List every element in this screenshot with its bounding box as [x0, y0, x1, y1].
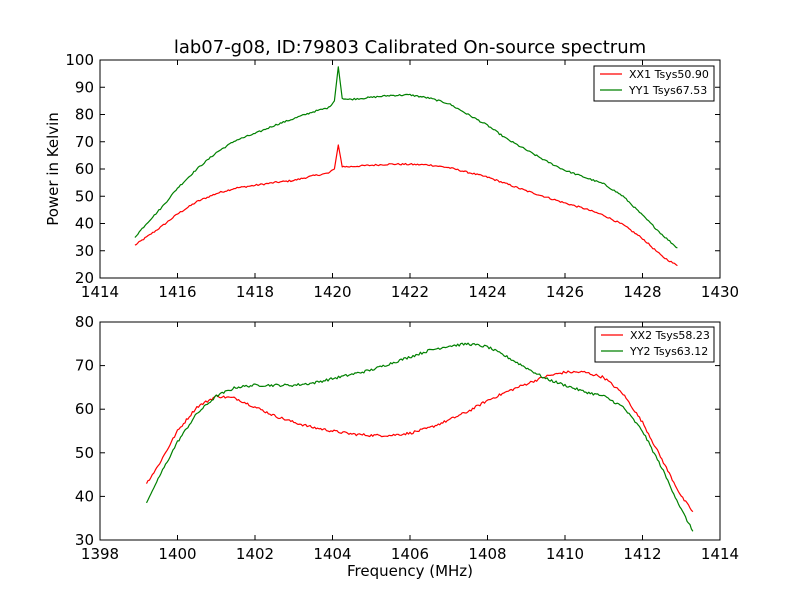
top-series-group: [134, 66, 678, 267]
top-x-tick-label: 1420: [313, 283, 351, 301]
bottom-y-tick-label: 50: [75, 444, 94, 462]
top-x-tick-label: 1428: [623, 283, 661, 301]
bottom-plot-frame: [99, 321, 721, 541]
top-subplot: 1414 1416 1418 1420 1422 1424 1426 1428 1430 20 30…: [44, 51, 739, 301]
top-axis-ticks: 1414 1416 1418 1420 1422 1424 1426 1428 1430 20 30…: [65, 51, 739, 301]
bottom-y-tick-label: 30: [75, 531, 94, 549]
top-plot-frame: [99, 59, 721, 279]
bottom-series-group: [145, 342, 694, 532]
bottom-series-line-xx: [145, 370, 694, 513]
top-y-tick-label: 20: [75, 269, 94, 287]
bottom-y-tick-label: 60: [75, 400, 94, 418]
top-x-tick-label: 1418: [236, 283, 274, 301]
bottom-axis-ticks: 1398 1400 1402 1404 1406 1408 1410 1412 1414 30 40…: [75, 313, 739, 563]
top-legend-label-xx1: XX1 Tsys50.90: [629, 68, 709, 81]
bottom-x-tick-label: 1408: [468, 545, 506, 563]
top-x-tick-label: 1416: [158, 283, 196, 301]
top-y-tick-label: 100: [65, 51, 94, 69]
top-y-axis-label: Power in Kelvin: [44, 112, 62, 226]
top-x-tick-label: 1422: [391, 283, 429, 301]
bottom-x-tick-label: 1400: [158, 545, 196, 563]
top-series-line-xx: [134, 144, 678, 267]
bottom-x-tick-label: 1410: [546, 545, 584, 563]
bottom-legend-box: [594, 326, 715, 363]
top-x-tick-label: 1414: [81, 283, 119, 301]
top-y-tick-label: 30: [75, 242, 94, 260]
bottom-legend-label-xx2: XX2 Tsys58.23: [630, 329, 710, 342]
top-x-tick-label: 1426: [546, 283, 584, 301]
bottom-x-tick-label: 1398: [81, 545, 119, 563]
bottom-x-tick-label: 1412: [623, 545, 661, 563]
bottom-legend: XX2 Tsys58.23 YY2 Tsys63.12: [594, 326, 715, 363]
bottom-y-tick-label: 70: [75, 357, 94, 375]
bottom-y-tick-label: 40: [75, 487, 94, 505]
top-legend-label-yy1: YY1 Tsys67.53: [628, 84, 707, 97]
top-y-tick-label: 50: [75, 187, 94, 205]
top-y-tick-label: 70: [75, 133, 94, 151]
top-series-line-yy: [134, 66, 678, 249]
top-x-tick-label: 1430: [701, 283, 739, 301]
bottom-y-tick-label: 80: [75, 313, 94, 331]
top-legend-box: [593, 65, 715, 102]
bottom-x-axis-label: Frequency (MHz): [347, 562, 473, 580]
top-y-tick-label: 80: [75, 106, 94, 124]
bottom-subplot: 1398 1400 1402 1404 1406 1408 1410 1412 1414 30 40…: [75, 313, 739, 580]
bottom-x-tick-label: 1402: [236, 545, 274, 563]
figure-title: lab07-g08, ID:79803 Calibrated On-source…: [174, 37, 646, 58]
bottom-legend-label-yy2: YY2 Tsys63.12: [629, 345, 708, 358]
top-y-tick-label: 40: [75, 215, 94, 233]
top-x-tick-label: 1424: [468, 283, 506, 301]
bottom-x-tick-label: 1406: [391, 545, 429, 563]
bottom-x-tick-label: 1404: [313, 545, 351, 563]
bottom-x-tick-label: 1414: [701, 545, 739, 563]
bottom-series-line-yy: [145, 342, 694, 532]
top-legend: XX1 Tsys50.90 YY1 Tsys67.53: [593, 65, 715, 102]
top-y-tick-label: 60: [75, 160, 94, 178]
top-y-tick-label: 90: [75, 78, 94, 96]
